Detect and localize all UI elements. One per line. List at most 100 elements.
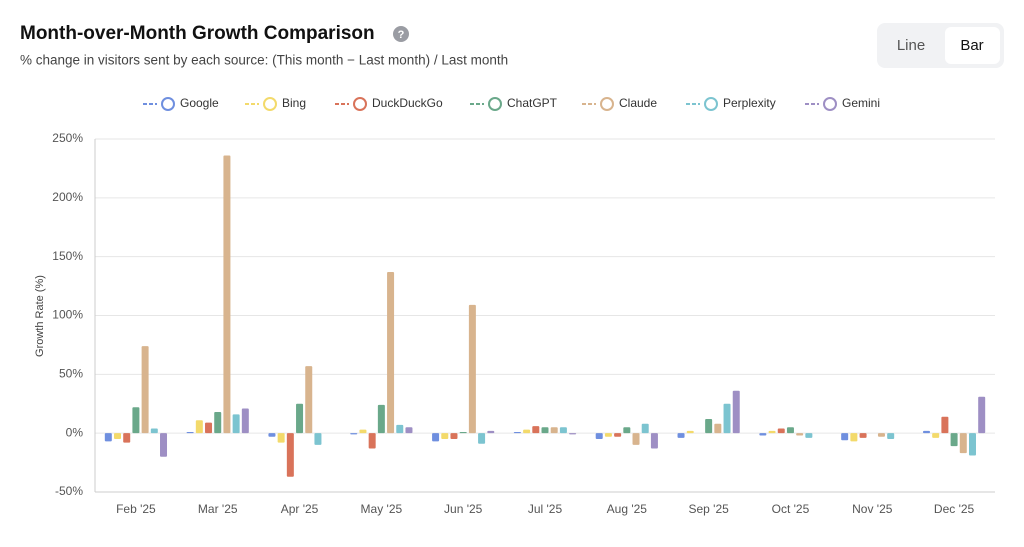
bar bbox=[705, 419, 713, 434]
bar bbox=[241, 408, 249, 434]
legend-icon bbox=[704, 97, 718, 111]
bar bbox=[959, 433, 967, 454]
x-tick-label: Mar '25 bbox=[198, 502, 238, 516]
bar bbox=[732, 390, 740, 434]
bar bbox=[150, 428, 158, 434]
bar bbox=[141, 346, 149, 434]
legend-label: ChatGPT bbox=[507, 96, 558, 110]
bar bbox=[195, 420, 203, 434]
bar bbox=[641, 423, 649, 434]
bar bbox=[205, 422, 213, 434]
legend-icon bbox=[263, 97, 277, 111]
y-tick-label: 150% bbox=[52, 249, 83, 263]
bar bbox=[877, 433, 885, 437]
bar bbox=[478, 433, 486, 444]
x-tick-label: Feb '25 bbox=[116, 502, 156, 516]
bar bbox=[569, 433, 577, 435]
toggle-bar[interactable]: Bar bbox=[960, 37, 983, 54]
bar bbox=[922, 430, 930, 434]
legend-label: Perplexity bbox=[723, 96, 776, 110]
bar bbox=[623, 427, 631, 434]
y-tick-label: 250% bbox=[52, 131, 83, 145]
bar bbox=[841, 433, 849, 441]
legend-label: Google bbox=[180, 96, 219, 110]
x-tick-label: Aug '25 bbox=[607, 502, 648, 516]
y-axis-label: Growth Rate (%) bbox=[34, 275, 46, 357]
x-tick-label: Dec '25 bbox=[934, 502, 975, 516]
bar bbox=[932, 433, 940, 438]
bar bbox=[968, 433, 976, 456]
bar bbox=[441, 433, 449, 440]
legend-icon bbox=[600, 97, 614, 111]
bar bbox=[432, 433, 440, 442]
bar bbox=[459, 431, 467, 434]
bar bbox=[405, 427, 413, 434]
x-tick-label: Sep '25 bbox=[688, 502, 729, 516]
bar bbox=[714, 423, 722, 434]
bar bbox=[160, 433, 168, 457]
y-tick-label: 100% bbox=[52, 308, 83, 322]
bar bbox=[396, 424, 404, 434]
x-tick-label: Oct '25 bbox=[772, 502, 810, 516]
bar bbox=[296, 403, 304, 434]
bar bbox=[123, 433, 131, 443]
bar bbox=[368, 433, 376, 449]
bar bbox=[850, 433, 858, 442]
bar bbox=[186, 431, 194, 434]
help-icon-bg[interactable] bbox=[393, 26, 409, 42]
bar bbox=[314, 433, 322, 445]
y-tick-label: 200% bbox=[52, 190, 83, 204]
legend-icon bbox=[488, 97, 502, 111]
bar bbox=[677, 433, 685, 438]
bar bbox=[723, 403, 731, 434]
bar bbox=[805, 433, 813, 438]
bar bbox=[132, 407, 140, 434]
bar bbox=[786, 427, 794, 434]
bar bbox=[277, 433, 285, 443]
toggle-line[interactable]: Line bbox=[897, 37, 925, 54]
help-icon[interactable]: ? bbox=[398, 29, 405, 41]
bar bbox=[650, 433, 658, 449]
bar bbox=[387, 271, 395, 434]
bar bbox=[232, 414, 240, 434]
bar bbox=[768, 430, 776, 434]
bar bbox=[541, 427, 549, 434]
legend-label: DuckDuckGo bbox=[372, 96, 443, 110]
bar bbox=[487, 430, 495, 434]
bar bbox=[595, 433, 603, 440]
bar bbox=[268, 433, 276, 437]
legend-label: Claude bbox=[619, 96, 657, 110]
bar bbox=[523, 429, 531, 434]
bar bbox=[950, 433, 958, 447]
legend-icon bbox=[353, 97, 367, 111]
bar bbox=[450, 433, 458, 440]
x-tick-label: Jul '25 bbox=[528, 502, 563, 516]
bar bbox=[377, 404, 385, 434]
toggle-active bbox=[945, 27, 1000, 64]
bar bbox=[532, 426, 540, 434]
bar bbox=[286, 433, 294, 477]
bar bbox=[686, 430, 694, 434]
y-tick-label: 0% bbox=[66, 425, 84, 439]
bar bbox=[550, 427, 558, 434]
legend-label: Bing bbox=[282, 96, 306, 110]
x-tick-label: Nov '25 bbox=[852, 502, 893, 516]
bar bbox=[632, 433, 640, 445]
bar bbox=[796, 433, 804, 436]
bar bbox=[468, 304, 476, 434]
bar bbox=[350, 433, 358, 435]
bar bbox=[604, 433, 612, 437]
bar bbox=[859, 433, 867, 438]
legend-label: Gemini bbox=[842, 96, 880, 110]
legend-icon bbox=[161, 97, 175, 111]
x-tick-label: Jun '25 bbox=[444, 502, 483, 516]
bar bbox=[759, 433, 767, 436]
bar bbox=[513, 431, 521, 434]
bar bbox=[887, 433, 895, 440]
bar bbox=[614, 433, 622, 437]
bar bbox=[104, 433, 112, 442]
bar bbox=[114, 433, 122, 440]
bar bbox=[359, 429, 367, 434]
title: Month-over-Month Growth Comparison bbox=[20, 23, 375, 44]
